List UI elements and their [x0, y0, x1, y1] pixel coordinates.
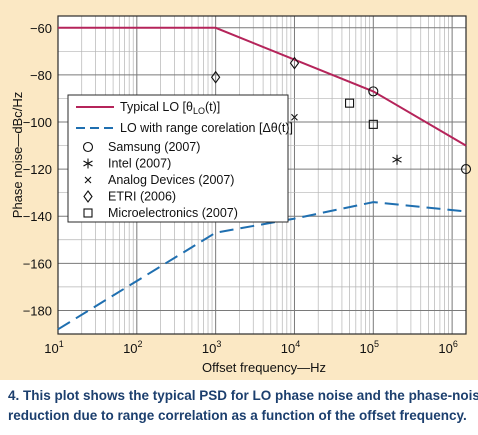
legend-label-x: Analog Devices (2007)	[108, 173, 234, 187]
data-point-square	[345, 98, 355, 108]
y-tick-label: −80	[30, 68, 52, 83]
figure-caption: 4. This plot shows the typical PSD for L…	[0, 382, 478, 435]
diamond-marker	[289, 56, 300, 70]
data-point-diamond	[289, 56, 300, 70]
data-point-square	[368, 119, 378, 129]
asterisk-marker	[392, 154, 402, 165]
square-marker	[368, 119, 378, 129]
caption-line-1: 4. This plot shows the typical PSD for L…	[8, 388, 478, 403]
x-tick-label: 104	[281, 339, 300, 356]
y-axis-label: Phase noise—dBc/Hz	[10, 92, 25, 218]
circle-marker	[368, 86, 379, 97]
y-tick-label: −180	[23, 303, 52, 318]
legend-label-circle: Samsung (2007)	[108, 140, 200, 154]
legend-label-range-correlation: LO with range corelation [Δθ(t)]	[120, 121, 293, 135]
diamond-marker	[210, 70, 221, 84]
data-point-circle	[368, 86, 379, 97]
y-tick-label: −160	[23, 256, 52, 271]
legend-marker	[83, 158, 93, 169]
legend-marker	[83, 190, 93, 203]
legend-label-asterisk: Intel (2007)	[108, 157, 171, 171]
data-point-x	[291, 113, 298, 121]
legend-label-typical-lo: Typical LO [θLO(t)]	[120, 100, 220, 116]
legend-label-square: Microelectronics (2007)	[108, 206, 238, 220]
diamond-marker	[83, 190, 93, 203]
x-tick-label: 101	[44, 339, 63, 356]
x-marker	[291, 113, 298, 121]
caption-line-2: reduction due to range correlation as a …	[8, 408, 467, 423]
x-tick-label: 105	[360, 339, 379, 356]
legend-box	[67, 94, 289, 223]
circle-marker	[82, 141, 94, 153]
x-marker	[84, 176, 92, 184]
plot-frame	[57, 15, 467, 335]
legend-label-diamond: ETRI (2006)	[108, 190, 176, 204]
y-tick-label: −100	[23, 115, 52, 130]
y-tick-label: −60	[30, 21, 52, 36]
x-tick-label: 102	[123, 339, 142, 356]
legend-marker	[83, 208, 93, 218]
range-correlation-line	[57, 201, 467, 331]
y-tick-label: −140	[23, 209, 52, 224]
phase-noise-chart: −60 −80 −100 −120 −140 −160 −180 101 102 103 104 10…	[10, 15, 472, 375]
circle-marker	[460, 164, 472, 175]
x-axis-label: Offset frequency—Hz	[202, 360, 326, 375]
chart-figure: −60 −80 −100 −120 −140 −160 −180 101 102 103 104 10…	[0, 0, 478, 380]
asterisk-marker	[83, 158, 93, 169]
square-marker	[83, 208, 93, 218]
data-point-circle	[460, 164, 472, 175]
legend-marker	[82, 141, 94, 153]
x-tick-label: 103	[202, 339, 221, 356]
data-point-diamond	[210, 70, 221, 84]
square-marker	[345, 98, 355, 108]
y-tick-label: −120	[23, 162, 52, 177]
typical-lo-line	[58, 26, 467, 147]
data-point-asterisk	[392, 154, 402, 165]
legend: Typical LO [θLO(t)] LO with range corelat…	[67, 94, 293, 223]
x-tick-label: 106	[438, 339, 457, 356]
legend-marker	[84, 176, 92, 184]
